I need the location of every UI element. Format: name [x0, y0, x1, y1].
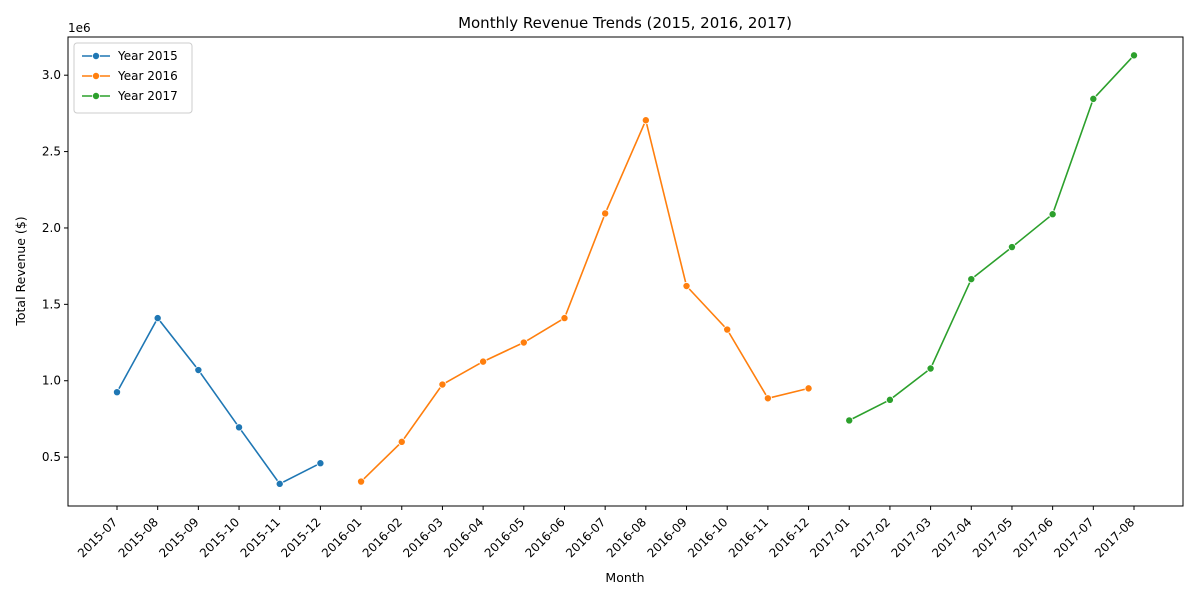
data-point: [560, 314, 569, 323]
data-point: [1130, 51, 1139, 60]
x-tick-label: 2016-06: [522, 515, 567, 560]
series-line: [116, 316, 321, 485]
x-tick-label: 2016-11: [726, 515, 771, 560]
data-point: [519, 338, 528, 347]
x-tick-label: 2015-09: [156, 515, 201, 560]
data-point: [885, 395, 894, 404]
data-point: [926, 364, 935, 373]
legend-label: Year 2016: [117, 69, 178, 83]
x-tick-label: 2015-07: [75, 515, 120, 560]
series-layer: [113, 51, 1139, 488]
data-point: [1007, 243, 1016, 252]
data-point: [845, 416, 854, 425]
data-point: [397, 437, 406, 446]
x-tick-label: 2017-05: [970, 515, 1015, 560]
data-point: [682, 282, 691, 291]
series-1: [113, 314, 325, 488]
x-tick-label: 2017-07: [1051, 515, 1096, 560]
y-tick-label: 3.0: [42, 68, 61, 82]
data-point: [723, 325, 732, 334]
x-tick-label: 2016-04: [441, 515, 486, 560]
x-tick-label: 2017-01: [807, 515, 852, 560]
x-tick-label: 2016-03: [400, 515, 445, 560]
data-point: [113, 388, 122, 397]
legend-swatch-marker: [92, 92, 101, 101]
x-tick-label: 2016-02: [360, 515, 405, 560]
data-point: [194, 366, 203, 375]
x-axis: 2015-072015-082015-092015-102015-112015-…: [75, 506, 1137, 560]
data-point: [1089, 94, 1098, 103]
legend-item: Year 2017: [82, 89, 178, 103]
data-point: [235, 423, 244, 432]
data-point: [316, 459, 325, 468]
legend: Year 2015 Year 2016 Year 2017: [73, 42, 193, 114]
y-axis-title: Total Revenue ($): [13, 216, 28, 326]
y-tick-label: 1.0: [42, 374, 61, 388]
y-tick-label: 2.5: [42, 145, 61, 159]
legend-item: Year 2015: [82, 49, 178, 63]
x-tick-label: 2017-04: [929, 515, 974, 560]
x-tick-label: 2015-11: [238, 515, 283, 560]
data-point: [1048, 210, 1057, 219]
data-point: [967, 275, 976, 284]
x-tick-label: 2017-03: [889, 515, 934, 560]
data-point: [804, 384, 813, 393]
data-point: [601, 209, 610, 218]
series-line: [848, 54, 1135, 422]
data-point: [479, 357, 488, 366]
x-axis-title: Month: [605, 570, 644, 585]
x-tick-label: 2015-10: [197, 515, 242, 560]
y-tick-label: 2.0: [42, 221, 61, 235]
x-tick-label: 2017-02: [848, 515, 893, 560]
y-scale-label: 1e6: [68, 21, 91, 35]
x-tick-label: 2015-12: [278, 515, 323, 560]
y-axis: 0.5 1.0 1.5 2.0 2.5 3.0: [42, 68, 68, 464]
legend-label: Year 2015: [117, 49, 178, 63]
data-point: [357, 477, 366, 486]
x-tick-label: 2016-10: [685, 515, 730, 560]
x-tick-label: 2015-08: [116, 515, 161, 560]
data-point: [275, 479, 284, 488]
legend-label: Year 2017: [117, 89, 178, 103]
legend-swatch-marker: [92, 72, 101, 81]
x-tick-label: 2016-01: [319, 515, 364, 560]
x-tick-label: 2017-08: [1092, 515, 1137, 560]
data-point: [641, 116, 650, 125]
y-tick-label: 0.5: [42, 450, 61, 464]
x-tick-label: 2016-09: [644, 515, 689, 560]
plot-area: [67, 36, 1184, 507]
x-tick-label: 2016-05: [482, 515, 527, 560]
legend-swatch-marker: [92, 52, 101, 61]
x-tick-label: 2016-12: [766, 515, 811, 560]
y-tick-label: 1.5: [42, 297, 61, 311]
x-tick-label: 2017-06: [1011, 515, 1056, 560]
series-2: [357, 116, 813, 486]
series-line: [360, 117, 809, 483]
data-point: [153, 314, 162, 323]
series-3: [845, 51, 1139, 425]
chart-title: Monthly Revenue Trends (2015, 2016, 2017…: [458, 14, 792, 32]
data-point: [763, 394, 772, 403]
data-point: [438, 380, 447, 389]
x-tick-label: 2016-07: [563, 515, 608, 560]
x-tick-label: 2016-08: [604, 515, 649, 560]
legend-item: Year 2016: [82, 69, 178, 83]
